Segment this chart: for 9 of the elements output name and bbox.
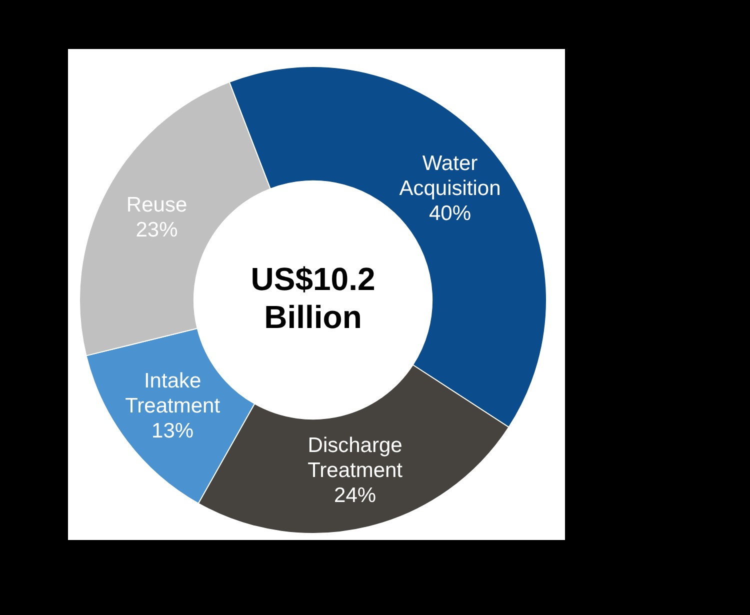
data-label: 24% <box>334 484 376 507</box>
data-label: 40% <box>428 202 472 225</box>
slice-label: Reuse <box>126 194 188 217</box>
slice-label: Water Acquisition <box>399 152 501 200</box>
text: US$10.2 Billion <box>250 260 376 335</box>
data-label: 13% <box>152 419 194 442</box>
slice-label: Intake Treatment <box>125 369 220 418</box>
slice-label: Discharge Treatment <box>308 434 403 482</box>
data-label: 23% <box>136 218 178 242</box>
